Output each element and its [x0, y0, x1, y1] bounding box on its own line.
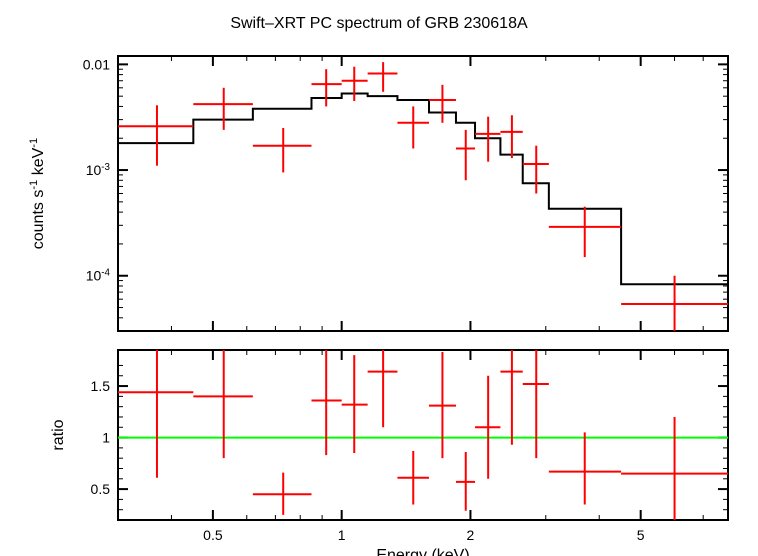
- top-panel-content: [118, 62, 728, 336]
- y-bottom-tick-label: 1.5: [91, 378, 111, 394]
- x-tick-label: 0.5: [203, 527, 223, 543]
- y-bottom-axis-label: ratio: [50, 419, 67, 450]
- x-axis-label: Energy (keV): [376, 547, 469, 556]
- bottom-panel-content: [118, 350, 728, 520]
- bottom-panel-border: [118, 350, 728, 520]
- y-top-tick-label: 10-3: [86, 162, 111, 179]
- spectrum-chart: Swift–XRT PC spectrum of GRB 230618A 0.5 1…: [0, 0, 758, 556]
- y-bottom-tick-label: 0.5: [91, 481, 111, 497]
- y-bottom-tick-label: 1: [102, 430, 110, 446]
- x-tick-label: 1: [338, 527, 346, 543]
- chart-title: Swift–XRT PC spectrum of GRB 230618A: [230, 15, 528, 32]
- top-panel-border: [118, 56, 728, 331]
- x-tick-label: 5: [637, 527, 645, 543]
- y-top-axis-label: counts s-1 keV-1: [28, 138, 47, 250]
- y-top-tick-label: 10-4: [86, 267, 111, 284]
- y-top-tick-label: 0.01: [83, 56, 110, 72]
- x-tick-label: 2: [467, 527, 475, 543]
